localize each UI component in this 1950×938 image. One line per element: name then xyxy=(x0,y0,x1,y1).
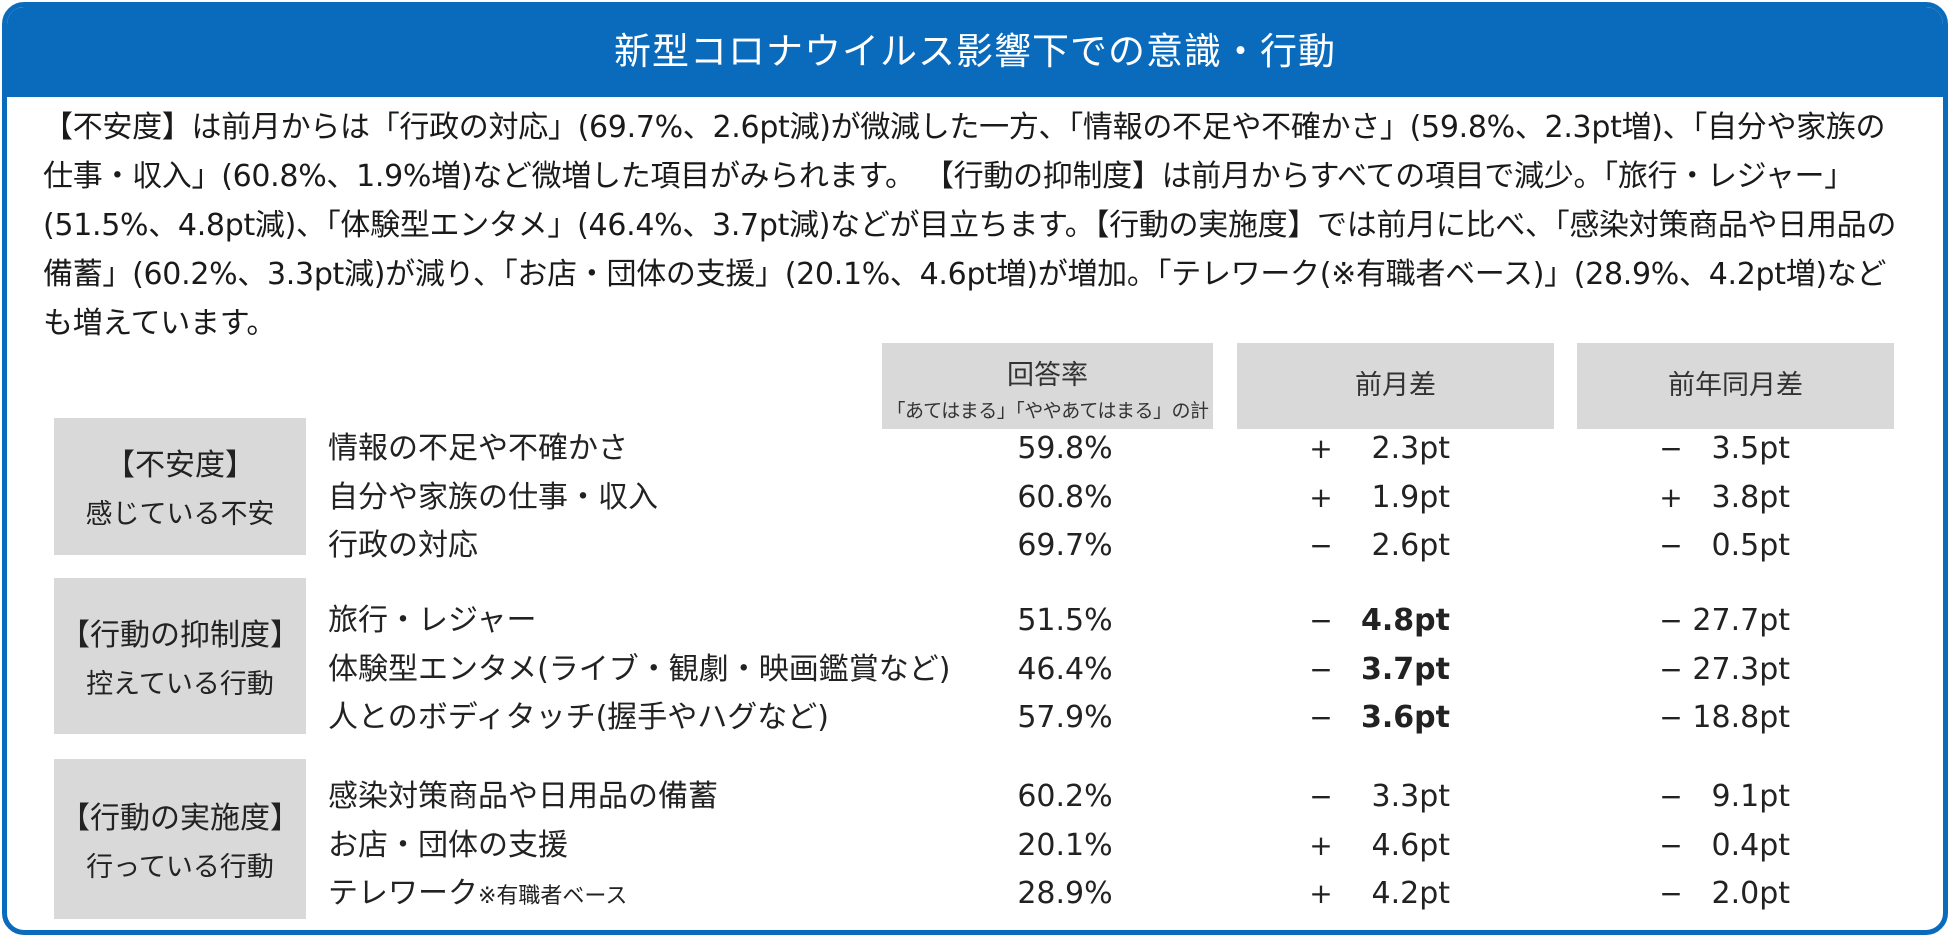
table-row: 情報の不足や不確かさ 59.8% + 2.3pt − 3.5pt xyxy=(0,425,1950,473)
row-item: 情報の不足や不確かさ xyxy=(328,431,628,466)
row-item-note: ※有職者ベース xyxy=(478,884,628,909)
category-subtitle: 控えている行動 xyxy=(86,669,274,700)
category-restraint: 【行動の抑制度】 控えている行動 xyxy=(54,578,306,734)
row-rate: 60.2% xyxy=(1017,779,1113,814)
diff-sign: + xyxy=(1309,481,1333,514)
header-yoy-label: 前年同月差 xyxy=(1668,370,1803,401)
yoy-sign: − xyxy=(1659,877,1683,910)
table-row: テレワーク※有職者ベース 28.9% + 4.2pt − 2.0pt xyxy=(0,870,1950,918)
category-title: 【行動の抑制度】 xyxy=(60,618,300,653)
header-rate: 回答率 「あてはまる」「ややあてはまる」の計 xyxy=(882,343,1213,429)
page-title: 新型コロナウイルス影響下での意識・行動 xyxy=(7,7,1943,97)
row-rate: 46.4% xyxy=(1017,652,1113,687)
table-row: 行政の対応 69.7% − 2.6pt − 0.5pt xyxy=(0,522,1950,570)
yoy-sign: − xyxy=(1659,701,1683,734)
yoy-value: 18.8pt xyxy=(1692,700,1790,735)
table-row: 感染対策商品や日用品の備蓄 60.2% − 3.3pt − 9.1pt xyxy=(0,773,1950,821)
header-diff: 前月差 xyxy=(1237,343,1554,429)
table-row: 体験型エンタメ(ライブ・観劇・映画鑑賞など) 46.4% − 3.7pt − 2… xyxy=(0,646,1950,694)
yoy-sign: − xyxy=(1659,604,1683,637)
header-yoy: 前年同月差 xyxy=(1577,343,1894,429)
row-item: 自分や家族の仕事・収入 xyxy=(328,480,658,515)
diff-value: 4.6pt xyxy=(1371,828,1450,863)
yoy-value: 0.5pt xyxy=(1711,528,1790,563)
row-rate: 51.5% xyxy=(1017,603,1113,638)
diff-value: 2.3pt xyxy=(1371,431,1450,466)
yoy-sign: + xyxy=(1659,481,1683,514)
row-rate: 20.1% xyxy=(1017,828,1113,863)
row-rate: 28.9% xyxy=(1017,876,1113,911)
category-subtitle: 行っている行動 xyxy=(86,852,274,883)
row-item: 人とのボディタッチ(握手やハグなど) xyxy=(328,700,830,735)
table-row: 自分や家族の仕事・収入 60.8% + 1.9pt + 3.8pt xyxy=(0,474,1950,522)
category-anxiety: 【不安度】 感じている不安 xyxy=(54,418,306,555)
diff-sign: − xyxy=(1309,780,1333,813)
diff-value: 4.8pt xyxy=(1361,603,1450,638)
yoy-value: 3.8pt xyxy=(1711,480,1790,515)
yoy-sign: − xyxy=(1659,432,1683,465)
yoy-sign: − xyxy=(1659,780,1683,813)
row-item: 感染対策商品や日用品の備蓄 xyxy=(328,779,718,814)
row-item: テレワーク xyxy=(328,876,478,911)
table-row: お店・団体の支援 20.1% + 4.6pt − 0.4pt xyxy=(0,822,1950,870)
yoy-sign: − xyxy=(1659,529,1683,562)
diff-value: 1.9pt xyxy=(1371,480,1450,515)
diff-sign: − xyxy=(1309,653,1333,686)
diff-value: 3.3pt xyxy=(1371,779,1450,814)
summary-text: 【不安度】は前月からは「行政の対応」(69.7%、2.6pt減)が微減した一方、… xyxy=(43,110,1897,341)
category-action: 【行動の実施度】 行っている行動 xyxy=(54,759,306,919)
diff-value: 2.6pt xyxy=(1371,528,1450,563)
diff-sign: − xyxy=(1309,529,1333,562)
diff-sign: + xyxy=(1309,877,1333,910)
header-rate-label: 回答率 xyxy=(1007,360,1088,391)
yoy-sign: − xyxy=(1659,829,1683,862)
diff-value: 3.6pt xyxy=(1361,700,1450,735)
yoy-sign: − xyxy=(1659,653,1683,686)
category-subtitle: 感じている不安 xyxy=(85,499,275,530)
yoy-value: 9.1pt xyxy=(1711,779,1790,814)
row-item: お店・団体の支援 xyxy=(328,828,568,863)
row-rate: 60.8% xyxy=(1017,480,1113,515)
category-title: 【行動の実施度】 xyxy=(60,801,300,836)
header-diff-label: 前月差 xyxy=(1355,370,1436,401)
table-row: 人とのボディタッチ(握手やハグなど) 57.9% − 3.6pt − 18.8p… xyxy=(0,694,1950,742)
category-title: 【不安度】 xyxy=(105,448,255,483)
diff-sign: − xyxy=(1309,701,1333,734)
row-rate: 59.8% xyxy=(1017,431,1113,466)
row-item: 旅行・レジャー xyxy=(328,603,537,638)
row-item: 行政の対応 xyxy=(328,528,478,563)
diff-value: 3.7pt xyxy=(1361,652,1450,687)
row-item-with-note: テレワーク※有職者ベース xyxy=(328,870,627,921)
yoy-value: 27.7pt xyxy=(1692,603,1790,638)
yoy-value: 3.5pt xyxy=(1711,431,1790,466)
header-rate-sublabel: 「あてはまる」「ややあてはまる」の計 xyxy=(886,400,1209,422)
row-rate: 57.9% xyxy=(1017,700,1113,735)
yoy-value: 27.3pt xyxy=(1692,652,1790,687)
yoy-value: 0.4pt xyxy=(1711,828,1790,863)
diff-sign: + xyxy=(1309,829,1333,862)
yoy-value: 2.0pt xyxy=(1711,876,1790,911)
diff-sign: − xyxy=(1309,604,1333,637)
table-row: 旅行・レジャー 51.5% − 4.8pt − 27.7pt xyxy=(0,597,1950,645)
row-rate: 69.7% xyxy=(1017,528,1113,563)
diff-sign: + xyxy=(1309,432,1333,465)
diff-value: 4.2pt xyxy=(1371,876,1450,911)
row-item: 体験型エンタメ(ライブ・観劇・映画鑑賞など) xyxy=(328,652,951,687)
